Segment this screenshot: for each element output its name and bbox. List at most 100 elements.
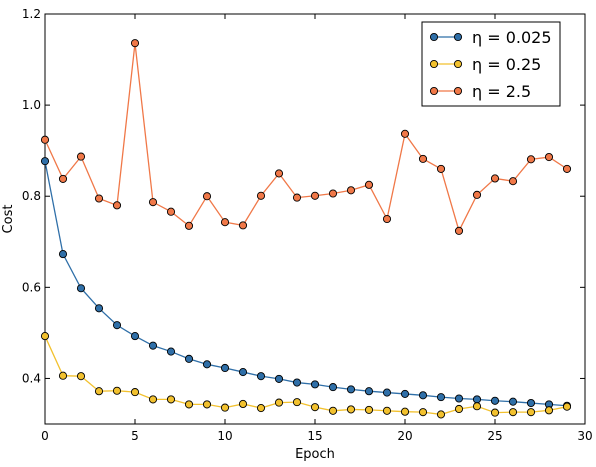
data-point	[292, 193, 302, 202]
data-point	[544, 152, 554, 162]
data-point	[382, 388, 392, 397]
data-point	[508, 408, 518, 417]
x-tick-label: 5	[131, 429, 139, 443]
data-point	[346, 186, 356, 195]
series-0	[40, 157, 572, 410]
data-point	[184, 400, 194, 409]
data-point	[364, 387, 374, 396]
data-point	[238, 221, 248, 230]
data-point	[202, 360, 212, 369]
data-point	[58, 371, 68, 380]
data-point	[454, 226, 464, 235]
x-tick-label: 10	[217, 429, 232, 443]
data-point	[274, 374, 284, 383]
series-2	[40, 39, 572, 235]
data-point	[508, 397, 518, 406]
data-point	[166, 207, 176, 216]
data-point	[274, 169, 284, 178]
axis-ticks: 0 5 10 15 20 25 30 0.4 0.6 0.8 1.0 1.2	[22, 7, 593, 443]
data-point	[40, 157, 50, 166]
legend: η = 0.025 η = 0.25 η = 2.5	[421, 21, 561, 107]
data-point	[220, 363, 230, 373]
legend-entry-eta-25: η = 2.5	[429, 82, 531, 101]
legend-marker	[453, 32, 463, 42]
data-point	[94, 387, 104, 396]
data-point	[454, 394, 464, 403]
data-point	[58, 250, 68, 259]
data-point	[166, 395, 176, 404]
data-point	[436, 410, 446, 419]
data-point	[76, 152, 86, 161]
series-line	[44, 43, 568, 233]
data-point	[238, 368, 248, 377]
data-point	[472, 402, 482, 411]
y-tick-label: 1.2	[22, 7, 41, 21]
data-point	[184, 221, 194, 230]
data-point	[148, 395, 158, 404]
data-point	[58, 174, 68, 183]
data-point	[166, 347, 176, 356]
legend-marker	[429, 59, 439, 69]
data-point	[526, 408, 536, 417]
data-point	[310, 380, 320, 389]
x-axis-label: Epoch	[295, 447, 335, 462]
data-point	[490, 408, 500, 417]
data-point	[220, 218, 230, 227]
legend-label: η = 0.25	[472, 55, 541, 74]
data-point	[418, 391, 428, 400]
y-tick-label: 0.8	[22, 189, 41, 203]
legend-label: η = 0.025	[472, 28, 552, 47]
data-point	[148, 341, 158, 350]
data-point	[112, 321, 122, 330]
data-point	[256, 191, 266, 200]
data-point	[94, 194, 104, 203]
data-point	[346, 405, 356, 414]
data-point	[328, 383, 338, 392]
data-point	[130, 332, 140, 341]
data-point	[328, 406, 338, 415]
data-point	[454, 404, 464, 414]
data-point	[364, 405, 374, 414]
data-point	[418, 408, 428, 417]
data-point	[292, 398, 302, 407]
data-point	[76, 372, 86, 381]
data-point	[490, 174, 500, 183]
series-layer	[40, 39, 572, 419]
data-point	[400, 407, 410, 416]
data-point	[94, 304, 104, 313]
data-point	[526, 155, 536, 164]
legend-marker	[429, 86, 439, 96]
legend-entry-eta-0025: η = 0.025	[429, 28, 552, 47]
data-point	[382, 214, 392, 224]
data-point	[184, 354, 194, 363]
data-point	[526, 398, 536, 408]
data-point	[256, 372, 266, 381]
data-point	[130, 39, 140, 48]
data-point	[310, 403, 320, 412]
data-point	[130, 388, 140, 397]
data-point	[202, 192, 212, 201]
data-point	[292, 378, 302, 387]
data-point	[220, 403, 230, 412]
y-tick-label: 1.0	[22, 98, 41, 112]
y-tick-label: 0.6	[22, 280, 41, 294]
data-point	[472, 190, 482, 199]
x-tick-label: 0	[41, 429, 49, 443]
data-point	[562, 402, 572, 411]
data-point	[328, 189, 338, 198]
data-point	[544, 406, 554, 415]
data-point	[364, 180, 374, 189]
data-point	[418, 154, 428, 163]
legend-label: η = 2.5	[472, 82, 531, 101]
data-point	[490, 396, 500, 405]
x-tick-label: 30	[577, 429, 592, 443]
x-tick-label: 15	[307, 429, 322, 443]
data-point	[562, 164, 572, 173]
data-point	[112, 386, 122, 395]
data-point	[310, 191, 320, 200]
data-point	[436, 393, 446, 402]
data-point	[76, 284, 86, 293]
series-1	[40, 332, 572, 419]
data-point	[346, 385, 356, 394]
